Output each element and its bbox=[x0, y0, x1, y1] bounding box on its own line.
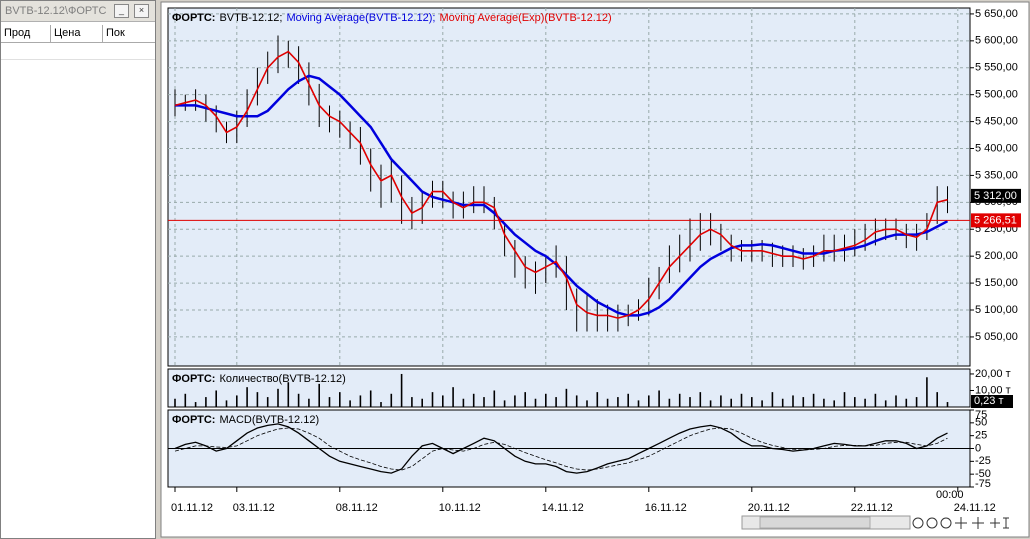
y-tick-label: 0 bbox=[975, 442, 981, 454]
y-tick-label: 5 600,00 bbox=[975, 35, 1018, 47]
y-tick-label: 5 100,00 bbox=[975, 304, 1018, 316]
x-tick-label: 22.11.12 bbox=[851, 502, 893, 514]
crosshair[interactable] bbox=[990, 518, 1000, 528]
y-tick-label: 5 500,00 bbox=[975, 89, 1018, 101]
legend-entry: MACD(BVTB-12.12) bbox=[219, 414, 319, 426]
y-tick-label: 5 200,00 bbox=[975, 250, 1018, 262]
y-tick-label: 20,00 т bbox=[975, 368, 1011, 380]
x-tick-label: 16.11.12 bbox=[645, 502, 687, 514]
y-tick-label: 25 bbox=[975, 430, 987, 442]
legend: ФОРТС: Количество(BVTB-12.12) bbox=[172, 373, 346, 385]
column-header[interactable]: Прод bbox=[1, 25, 51, 42]
pan[interactable] bbox=[972, 517, 984, 529]
x-tick-label: 08.11.12 bbox=[336, 502, 378, 514]
column-header[interactable]: Цена bbox=[51, 25, 103, 42]
zoom-out[interactable] bbox=[926, 517, 938, 529]
last-price-label: 5 312,00 bbox=[974, 190, 1017, 202]
legend-entry: Количество(BVTB-12.12) bbox=[219, 373, 345, 385]
scroll-thumb[interactable] bbox=[759, 516, 871, 529]
toolbar bbox=[912, 517, 1009, 529]
legend-entry: Moving Average(BVTB-12.12); bbox=[286, 12, 435, 24]
quote-window: BVTB-12.12\ФОРТС _ × Прод Цена Пок bbox=[0, 0, 156, 539]
panel bbox=[167, 368, 971, 408]
reset[interactable] bbox=[940, 517, 952, 529]
y-tick-label: 75 bbox=[975, 409, 987, 421]
legend-title: ФОРТС: bbox=[172, 12, 215, 24]
y-tick-label: 5 450,00 bbox=[975, 115, 1018, 127]
last-value-label: 0,23 т bbox=[974, 395, 1004, 407]
x-tick-label: 14.11.12 bbox=[542, 502, 584, 514]
time-label: 00:00 bbox=[936, 489, 964, 501]
y-tick-label: 5 150,00 bbox=[975, 277, 1018, 289]
cursor[interactable] bbox=[1003, 517, 1009, 529]
level-label: 5 266,51 bbox=[974, 214, 1017, 226]
macd-line bbox=[174, 423, 948, 474]
y-tick-label: 50 bbox=[975, 417, 987, 429]
x-tick-label: 03.11.12 bbox=[233, 502, 275, 514]
x-tick-label: 01.11.12 bbox=[171, 502, 213, 514]
legend: ФОРТС: BVTB-12.12; Moving Average(BVTB-12.… bbox=[172, 12, 612, 24]
macd-line bbox=[174, 427, 948, 471]
close-button[interactable]: × bbox=[134, 4, 149, 18]
y-tick-label: 5 400,00 bbox=[975, 142, 1018, 154]
table-row bbox=[1, 43, 155, 60]
level-box bbox=[971, 213, 1021, 228]
legend-entry: BVTB-12.12; bbox=[219, 12, 282, 24]
column-header[interactable]: Пок bbox=[106, 27, 125, 39]
move[interactable] bbox=[955, 517, 967, 529]
last-value-box bbox=[971, 395, 1013, 408]
x-tick-label: 20.11.12 bbox=[748, 502, 790, 514]
y-tick-label: 5 650,00 bbox=[975, 8, 1018, 20]
table-header: Прод Цена Пок bbox=[1, 25, 155, 43]
legend-title: ФОРТС: bbox=[172, 414, 215, 426]
x-tick-label: 24.11.12 bbox=[954, 502, 996, 514]
y-tick-label: -75 bbox=[975, 478, 991, 490]
legend-entry: Moving Average(Exp)(BVTB-12.12) bbox=[439, 12, 611, 24]
indicator-line bbox=[174, 50, 948, 319]
y-tick-label: -25 bbox=[975, 455, 991, 467]
y-tick-label: 10,00 т bbox=[975, 384, 1011, 396]
zoom-in[interactable] bbox=[912, 517, 924, 529]
window-title-bar: BVTB-12.12\ФОРТС _ × bbox=[1, 1, 155, 22]
window-title: BVTB-12.12\ФОРТС bbox=[5, 5, 107, 17]
legend-title: ФОРТС: bbox=[172, 373, 215, 385]
minimize-button[interactable]: _ bbox=[114, 4, 129, 18]
last-price-box bbox=[971, 188, 1021, 203]
legend: ФОРТС: MACD(BVTB-12.12) bbox=[172, 414, 319, 426]
y-tick-label: 5 550,00 bbox=[975, 62, 1018, 74]
y-tick-label: 5 350,00 bbox=[975, 169, 1018, 181]
y-tick-label: -50 bbox=[975, 468, 991, 480]
y-tick-label: 5 050,00 bbox=[975, 331, 1018, 343]
x-tick-label: 10.11.12 bbox=[439, 502, 481, 514]
